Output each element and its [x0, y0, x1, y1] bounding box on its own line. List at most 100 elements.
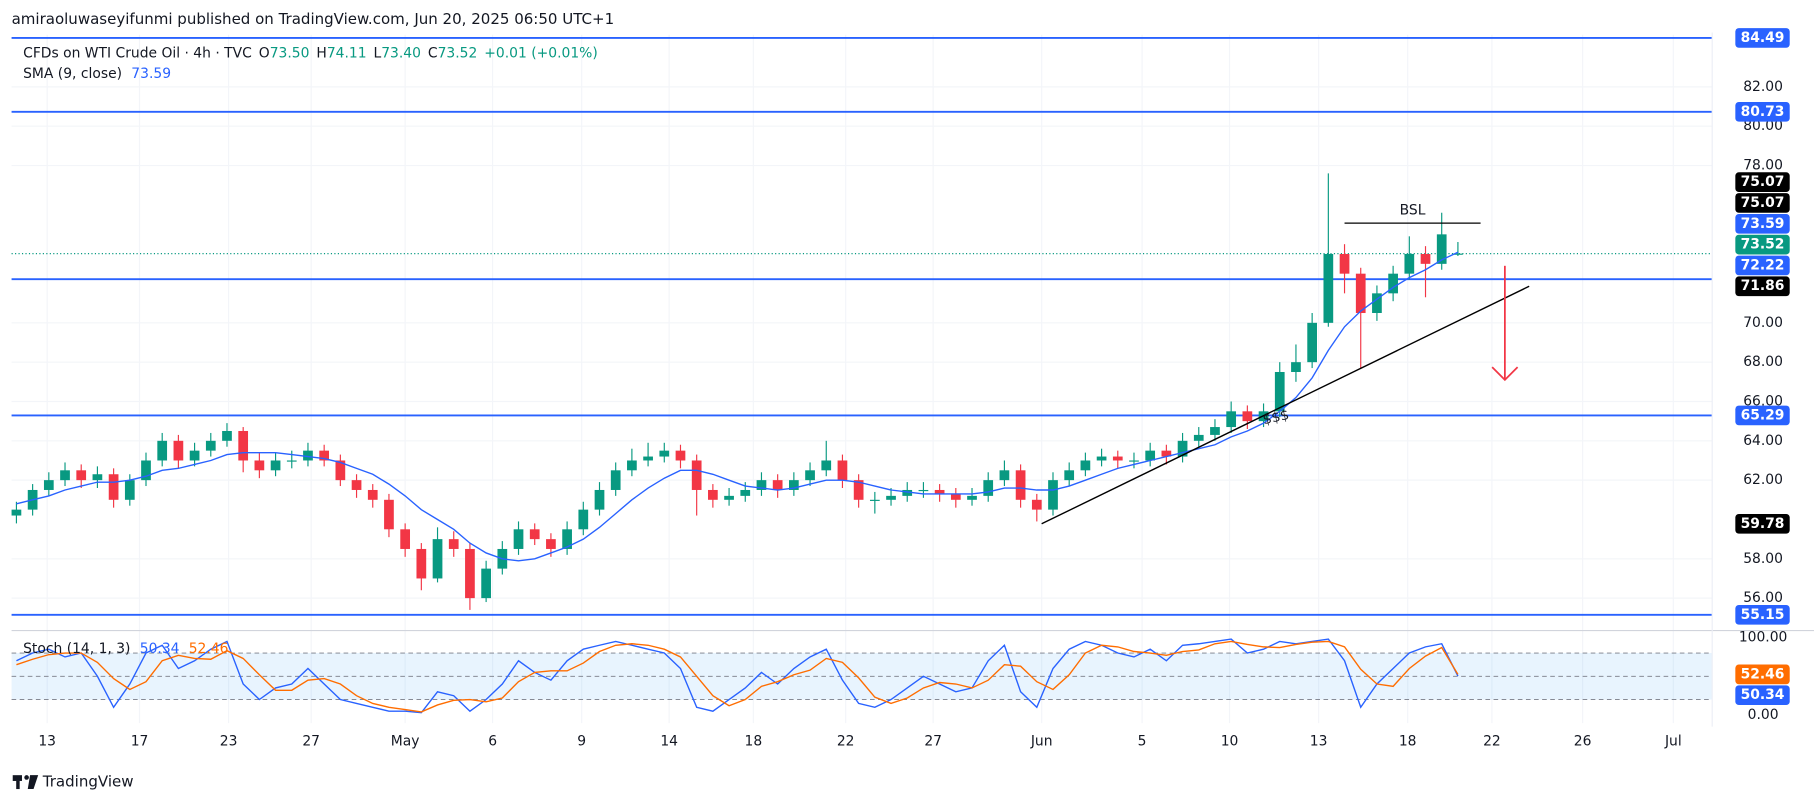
candle-body: [1339, 254, 1350, 274]
candle-body: [934, 489, 945, 494]
stoch-label: Stoch (14, 1, 3): [23, 641, 130, 657]
logo-mark: [16, 780, 20, 790]
candle-body: [1355, 273, 1366, 314]
open: 73.50: [270, 45, 310, 61]
trendline: [1041, 285, 1530, 525]
candle-body: [1015, 470, 1026, 500]
h-label: H: [316, 45, 326, 61]
candle-body: [270, 460, 281, 471]
x-tick-label: 9: [577, 734, 586, 750]
candle-body: [853, 480, 864, 500]
price-tag-label: 71.86: [1741, 278, 1785, 294]
stoch-k-value: 50.34: [140, 641, 180, 657]
candle-body: [918, 489, 929, 492]
publish-note: amiraoluwaseyifunmi published on Trading…: [12, 10, 615, 28]
stoch-tag: [1735, 664, 1790, 685]
candle-body: [1177, 440, 1188, 457]
candle-body: [481, 568, 491, 599]
x-tick-label: 18: [1399, 734, 1417, 750]
high: 74.11: [327, 45, 367, 61]
y-tick-label: 58.00: [1743, 551, 1783, 567]
y2-tick-label: 100.00: [1739, 630, 1788, 646]
candle-body: [335, 460, 346, 481]
price-tag: [1735, 102, 1790, 122]
candle-body: [1112, 456, 1123, 461]
candle-body: [1096, 456, 1107, 461]
x-tick-label: 13: [38, 734, 56, 750]
x-tick-label: Jul: [1664, 734, 1682, 750]
candle-body: [92, 474, 103, 481]
logo-mark: [24, 775, 29, 780]
sma-line: [16, 251, 1459, 562]
candle-body: [675, 450, 686, 461]
logo-mark: [27, 775, 39, 790]
candle-body: [1048, 480, 1058, 510]
y-tick-label: 62.00: [1743, 472, 1783, 488]
candle-body: [594, 489, 605, 510]
x-tick-label: May: [391, 734, 420, 750]
stoch-d-value: 52.46: [189, 641, 229, 657]
candle-body: [173, 440, 184, 461]
price-tag-label: 59.78: [1741, 516, 1785, 532]
candle-body: [319, 450, 330, 461]
logo: TradingView: [12, 773, 134, 791]
candle-body: [1226, 411, 1237, 428]
x-tick-label: 14: [660, 734, 678, 750]
candle-body: [708, 489, 718, 500]
price-tag: [1735, 405, 1790, 426]
price-tag: [1735, 234, 1790, 255]
sss-label: $$$: [1261, 407, 1290, 428]
price-tag: [1735, 28, 1790, 48]
y-tick-label: 64.00: [1743, 433, 1783, 449]
y-tick-label: 66.00: [1743, 393, 1783, 409]
candle-body: [821, 460, 832, 471]
price-tag: [1735, 604, 1790, 625]
candle-body: [1420, 254, 1431, 264]
arrow-head: [1491, 366, 1519, 382]
stoch-line: [16, 638, 1459, 714]
candle-body: [950, 493, 961, 500]
candle-body: [1372, 293, 1382, 314]
candle-body: [351, 480, 362, 490]
price-tag-label: 80.73: [1741, 104, 1785, 120]
price-tag: [1735, 276, 1790, 297]
stoch-line: [16, 640, 1459, 713]
candle-body: [578, 509, 589, 530]
candle-body: [124, 480, 135, 500]
candle-body: [157, 440, 168, 461]
candle-body: [772, 480, 783, 490]
candle-body: [1210, 427, 1220, 435]
candle-body: [60, 470, 70, 481]
candle-body: [1274, 371, 1285, 412]
candle-body: [448, 539, 459, 549]
brand: TradingView: [42, 773, 134, 791]
candle-body: [384, 499, 394, 530]
candle-body: [691, 460, 702, 490]
candle-body: [1064, 470, 1075, 481]
candle-body: [254, 460, 265, 471]
stoch-tag-label: 52.46: [1741, 666, 1785, 682]
candle-body: [1193, 434, 1204, 441]
candle-body: [513, 529, 524, 549]
y-tick-label: 68.00: [1743, 354, 1783, 370]
candle-body: [303, 450, 313, 461]
x-tick-label: 10: [1221, 734, 1239, 750]
logo-mark: [12, 775, 22, 781]
candle-body: [432, 539, 443, 579]
candle-body: [141, 460, 151, 481]
candle-body: [562, 529, 572, 549]
change: +0.01 (+0.01%): [484, 45, 597, 61]
candle-body: [238, 430, 249, 461]
legend-stoch: Stoch (14, 1, 3) 50.34 52.46: [23, 641, 228, 657]
price-tag-label: 73.52: [1741, 237, 1785, 253]
candle-body: [1453, 253, 1463, 255]
candle-body: [1161, 450, 1172, 457]
candle-body: [1145, 450, 1156, 461]
o-label: O: [259, 45, 270, 61]
low: 73.40: [381, 45, 421, 61]
sma-label: SMA (9, close): [23, 66, 122, 82]
stoch-tag: [1735, 685, 1790, 706]
candle-body: [76, 470, 87, 481]
candle-body: [805, 470, 815, 481]
